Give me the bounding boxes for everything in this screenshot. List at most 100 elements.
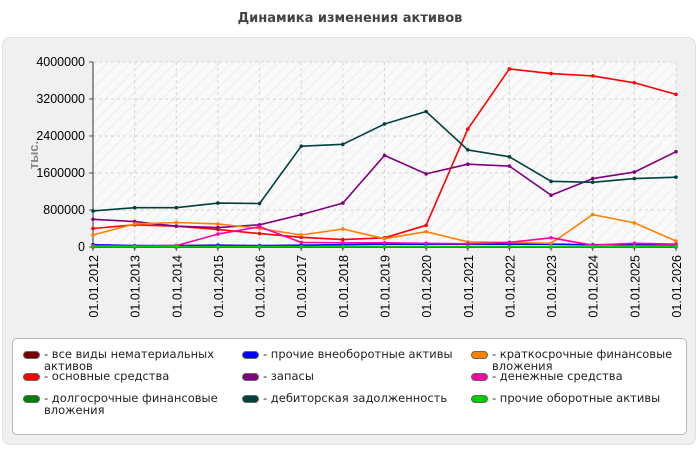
data-point bbox=[507, 164, 512, 168]
legend-label: - долгосрочные финансовые вложения bbox=[44, 391, 218, 417]
data-point bbox=[424, 244, 428, 249]
data-point bbox=[382, 122, 387, 126]
data-point bbox=[507, 240, 512, 245]
data-point bbox=[257, 244, 262, 249]
data-point bbox=[424, 229, 428, 234]
x-tick-label: 01.01.2017 bbox=[295, 255, 309, 318]
data-point bbox=[257, 201, 262, 206]
data-point bbox=[674, 175, 678, 179]
legend-item[interactable]: - краткосрочные финансовые вложения bbox=[471, 348, 682, 372]
y-tick-label: 0 bbox=[78, 240, 85, 254]
data-point bbox=[341, 237, 345, 242]
data-point bbox=[674, 239, 678, 243]
data-point bbox=[465, 241, 470, 246]
data-point bbox=[216, 225, 220, 230]
y-tick-label: 2400000 bbox=[36, 129, 85, 143]
legend-item[interactable]: - денежные средства bbox=[471, 370, 682, 382]
data-point bbox=[257, 231, 262, 236]
data-point bbox=[549, 71, 553, 76]
data-point bbox=[465, 244, 470, 249]
legend-swatch bbox=[23, 395, 40, 403]
data-point bbox=[299, 212, 304, 217]
x-tick-label: 01.01.2026 bbox=[670, 255, 684, 318]
legend-label: - денежные средства bbox=[492, 369, 623, 383]
data-point bbox=[382, 236, 387, 241]
legend-item[interactable]: - запасы bbox=[242, 370, 453, 382]
data-point bbox=[174, 205, 179, 210]
y-axis-label: тыс. bbox=[26, 141, 41, 169]
data-point bbox=[632, 81, 637, 85]
x-tick-label: 01.01.2015 bbox=[212, 255, 226, 318]
legend-swatch bbox=[242, 395, 259, 403]
data-point bbox=[674, 92, 678, 97]
legend-item[interactable]: - прочие внеоборотные активы bbox=[242, 348, 453, 360]
series-7 bbox=[91, 224, 678, 248]
chart-title: Динамика изменения активов bbox=[237, 11, 463, 26]
data-point bbox=[341, 142, 345, 147]
data-point bbox=[132, 222, 137, 226]
data-point bbox=[132, 244, 137, 249]
data-point bbox=[465, 127, 470, 131]
legend-swatch bbox=[242, 351, 259, 359]
data-point bbox=[341, 201, 345, 205]
data-point bbox=[341, 227, 345, 231]
legend-item[interactable]: - долгосрочные финансовые вложения bbox=[23, 392, 234, 416]
data-point bbox=[632, 241, 637, 246]
x-tick-label: 01.01.2016 bbox=[254, 255, 268, 318]
legend-swatch bbox=[471, 351, 488, 359]
data-point bbox=[424, 241, 428, 246]
data-point bbox=[549, 179, 553, 184]
data-point bbox=[382, 244, 387, 249]
data-point bbox=[590, 244, 595, 249]
legend-item[interactable]: - дебиторская задолженность bbox=[242, 392, 453, 404]
data-point bbox=[549, 235, 553, 240]
data-point bbox=[590, 212, 595, 217]
legend-label: - запасы bbox=[263, 369, 314, 383]
data-point bbox=[507, 155, 512, 159]
legend-item[interactable]: - прочие оборотные активы bbox=[471, 392, 682, 404]
data-point bbox=[341, 241, 345, 245]
x-tick-label: 01.01.2019 bbox=[379, 255, 393, 318]
series-5 bbox=[91, 109, 678, 213]
data-point bbox=[299, 144, 304, 148]
data-point bbox=[465, 162, 470, 167]
data-point bbox=[299, 244, 304, 249]
legend-label: - дебиторская задолженность bbox=[263, 391, 448, 405]
data-point bbox=[590, 176, 595, 181]
series-lines bbox=[91, 67, 678, 249]
legend: - все виды нематериальных активов - основ… bbox=[12, 338, 687, 435]
data-point bbox=[465, 148, 470, 152]
legend-label: - все виды нематериальных активов bbox=[44, 347, 215, 373]
legend-item[interactable]: - все виды нематериальных активов bbox=[23, 348, 234, 372]
legend-label: - прочие внеоборотные активы bbox=[263, 347, 453, 361]
x-tick-label: 01.01.2013 bbox=[129, 255, 143, 318]
data-point bbox=[549, 193, 553, 197]
data-point bbox=[382, 153, 387, 158]
data-point bbox=[632, 221, 637, 225]
data-point bbox=[216, 222, 220, 226]
data-point bbox=[424, 172, 428, 176]
data-point bbox=[674, 244, 678, 249]
data-point bbox=[257, 224, 262, 229]
data-point bbox=[91, 226, 95, 231]
data-point bbox=[91, 233, 95, 237]
x-tick-label: 01.01.2022 bbox=[503, 255, 517, 318]
data-point bbox=[674, 149, 678, 154]
data-point bbox=[91, 209, 95, 213]
x-tick-label: 01.01.2023 bbox=[545, 255, 559, 318]
data-point bbox=[424, 223, 428, 228]
data-point bbox=[174, 224, 179, 228]
data-point bbox=[341, 244, 345, 249]
x-tick-label: 01.01.2018 bbox=[337, 255, 351, 318]
legend-label: - основные средства bbox=[44, 369, 170, 383]
data-point bbox=[590, 180, 595, 185]
data-point bbox=[632, 244, 637, 249]
legend-item[interactable]: - основные средства bbox=[23, 370, 234, 382]
data-point bbox=[91, 244, 95, 249]
data-point bbox=[174, 220, 179, 225]
data-point bbox=[299, 240, 304, 245]
data-point bbox=[507, 244, 512, 249]
y-tick-label: 800000 bbox=[43, 203, 85, 217]
legend-swatch bbox=[471, 395, 488, 403]
legend-swatch bbox=[471, 373, 488, 381]
